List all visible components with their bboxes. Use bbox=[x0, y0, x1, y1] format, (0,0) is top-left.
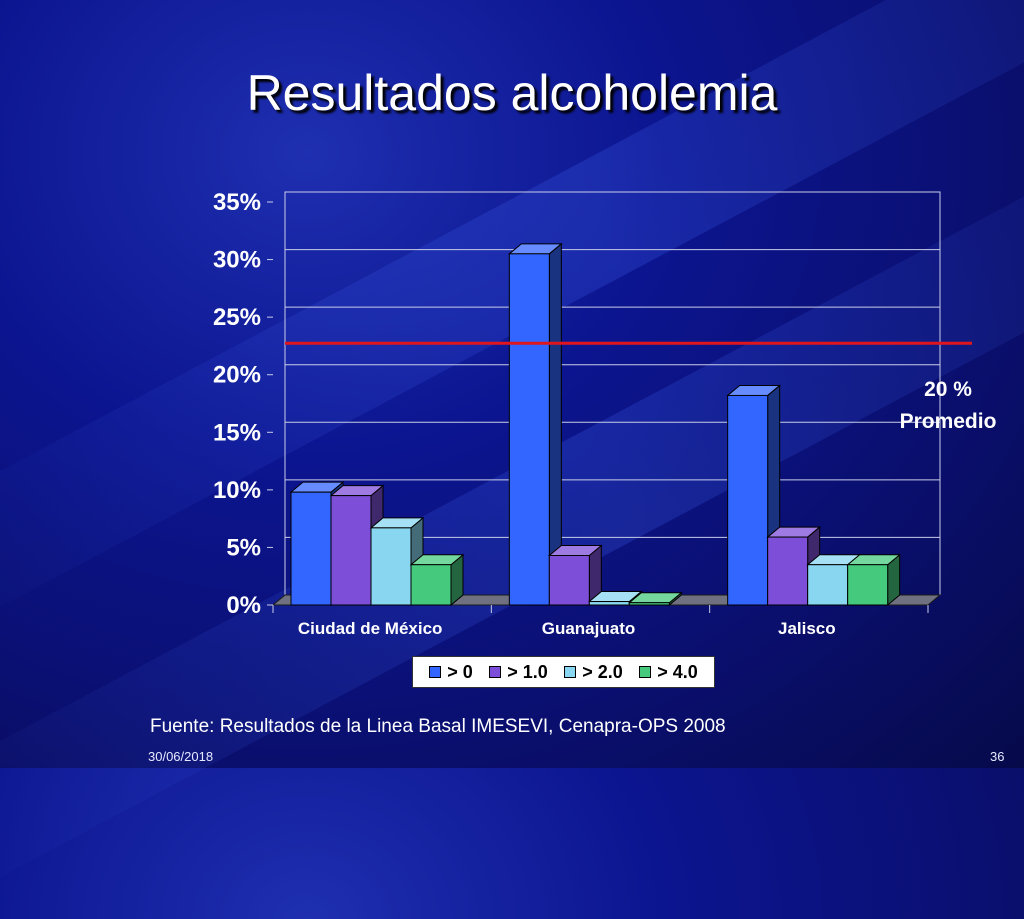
bar-chart: 0% 5% 10% 15% 20% 25% 30% 35% Ciudad de México G… bbox=[213, 189, 997, 638]
x-tick-label: Ciudad de México bbox=[298, 619, 443, 638]
slide-title: Resultados alcoholemia bbox=[246, 65, 778, 121]
y-tick-label: 0% bbox=[226, 592, 261, 619]
y-tick-label: 5% bbox=[226, 534, 261, 561]
bar-front bbox=[548, 554, 590, 606]
y-tick-label: 35% bbox=[213, 189, 261, 216]
chart-legend: > 0 > 1.0 > 2.0 > 4.0 bbox=[412, 656, 715, 688]
x-tick-label: Guanajuato bbox=[542, 619, 636, 638]
bar bbox=[547, 544, 603, 607]
average-label-text: Promedio bbox=[900, 410, 997, 433]
x-tick-label: Jalisco bbox=[778, 619, 836, 638]
bar-front bbox=[290, 491, 332, 606]
average-label-value: 20 % bbox=[924, 378, 972, 401]
y-tick-label: 25% bbox=[213, 304, 261, 331]
legend-label: > 4.0 bbox=[657, 661, 698, 682]
bar-front bbox=[370, 527, 412, 606]
legend-item: > 2.0 bbox=[564, 662, 623, 683]
bar-front bbox=[330, 495, 372, 606]
bar-front bbox=[628, 602, 670, 606]
legend-swatch bbox=[564, 666, 577, 678]
slide-page-number: 36 bbox=[990, 749, 1005, 764]
legend-item: > 4.0 bbox=[639, 662, 698, 683]
legend-swatch bbox=[489, 666, 502, 678]
bar bbox=[507, 242, 563, 607]
legend-item: > 1.0 bbox=[489, 662, 548, 683]
bar-front bbox=[410, 564, 452, 606]
bar-front bbox=[508, 253, 550, 606]
bar-front bbox=[847, 564, 889, 606]
bar bbox=[627, 591, 683, 607]
legend-swatch bbox=[429, 666, 442, 678]
y-tick-label: 30% bbox=[213, 247, 261, 274]
legend-swatch bbox=[639, 666, 652, 678]
y-tick-label: 10% bbox=[213, 477, 261, 504]
source-note: Fuente: Resultados de la Linea Basal IME… bbox=[150, 716, 726, 737]
legend-item: > 0 bbox=[429, 662, 473, 683]
bar bbox=[846, 553, 902, 607]
y-tick-label: 20% bbox=[213, 362, 261, 389]
bar-front bbox=[767, 536, 809, 606]
legend-label: > 0 bbox=[447, 661, 473, 682]
legend-label: > 2.0 bbox=[582, 661, 623, 682]
bar bbox=[409, 553, 465, 607]
bar bbox=[329, 484, 385, 607]
bar-front bbox=[807, 564, 849, 606]
y-tick-label: 15% bbox=[213, 419, 261, 446]
slide-date: 30/06/2018 bbox=[148, 749, 214, 764]
bar-front bbox=[727, 394, 769, 606]
legend-label: > 1.0 bbox=[507, 661, 548, 682]
bar-front bbox=[588, 601, 630, 606]
